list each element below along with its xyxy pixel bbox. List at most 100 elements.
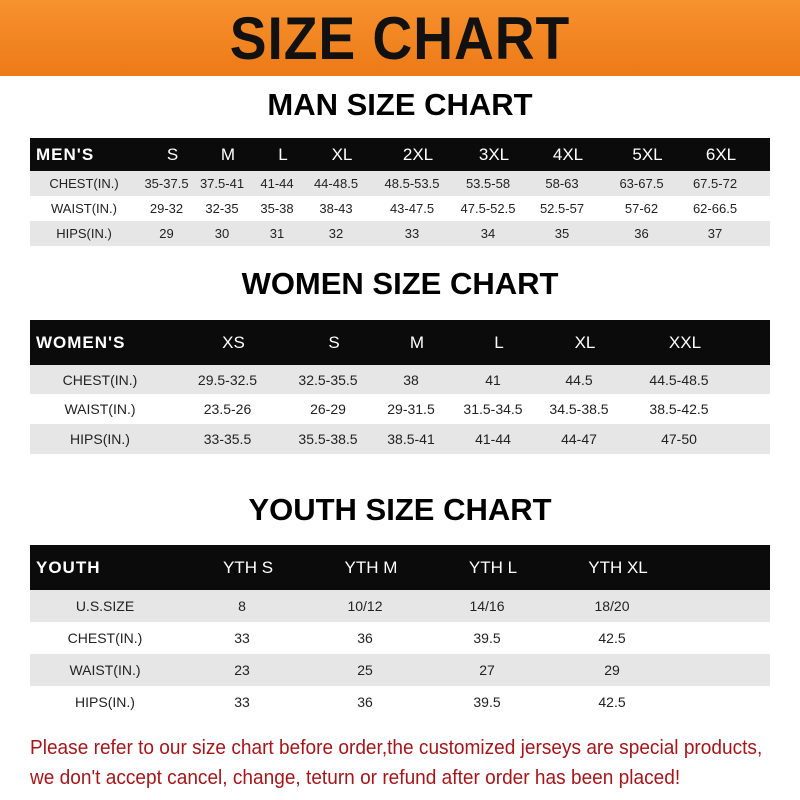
table-row: CHEST(IN.) 35-37.5 37.5-41 41-44 44-48.5 48.5…	[30, 171, 770, 196]
header-row: YOUTH YTH S YTH M YTH L YTH XL	[30, 545, 770, 590]
table-cell: 42.5	[598, 694, 626, 710]
table-cell: 38	[403, 371, 419, 388]
table-cell: 36	[357, 630, 373, 646]
table-cell: 10/12	[347, 598, 383, 614]
banner: SIZE CHART	[0, 0, 800, 76]
row-label: HIPS(IN.)	[70, 431, 130, 447]
size-header: 5XL	[632, 144, 663, 164]
table-cell: 52.5-57	[539, 201, 585, 216]
table-cell: 38-43	[319, 201, 353, 216]
table-row: U.S.SIZE 8 10/12 14/16 18/20	[30, 590, 770, 622]
table-cell: 29-32	[149, 201, 184, 216]
table-cell: 47.5-52.5	[460, 201, 516, 216]
table-cell: 36	[357, 694, 373, 710]
size-header: YTH S	[222, 557, 274, 577]
size-header: 4XL	[552, 144, 584, 164]
row-label: U.S.SIZE	[75, 598, 135, 614]
table-cell: 32.5-35.5	[298, 371, 358, 388]
table-cell: 44.5	[565, 371, 593, 388]
table-cell: 62-66.5	[692, 201, 738, 216]
table-cell: 23	[234, 662, 250, 678]
row-label: WAIST(IN.)	[51, 201, 117, 216]
size-header: XS	[222, 332, 245, 352]
row-label: HIPS(IN.)	[56, 226, 112, 241]
table-cell: 36	[634, 226, 649, 241]
table-cell: 47-50	[661, 431, 697, 447]
table-row: CHEST(IN.) 33 36 39.5 42.5	[30, 622, 770, 654]
table-cell: 31	[269, 226, 285, 241]
table-cell: 34	[480, 226, 496, 241]
table-cell: 33	[404, 226, 420, 241]
table-cell: 41	[485, 371, 501, 388]
row-label: CHEST(IN.)	[62, 371, 138, 388]
table-cell: 8	[238, 598, 246, 614]
table-cell: 18/20	[594, 598, 630, 614]
table-cell: 67.5-72	[692, 176, 738, 191]
size-header: YTH XL	[588, 557, 648, 577]
table-cell: 29.5-32.5	[197, 371, 258, 388]
table-row: CHEST(IN.) 29.5-32.5 32.5-35.5 38 41 44.5 44.5…	[30, 365, 770, 394]
size-header: M	[220, 144, 236, 164]
row-label: CHEST(IN.)	[67, 630, 143, 646]
table-cell: 58-63	[545, 176, 579, 191]
table-row: WAIST(IN.) 23.5-26 26-29 29-31.5 31.5-34.5 34…	[30, 394, 770, 424]
men-size-table: MEN'S S M L XL 2XL 3XL 4XL 5XL 6XL CHEST(IN.) 35-37…	[30, 138, 770, 246]
table-cell: 41-44	[260, 176, 294, 191]
size-header: YTH L	[468, 557, 518, 577]
size-header: YTH M	[344, 557, 398, 577]
table-cell: 44.5-48.5	[649, 371, 709, 388]
size-header: XXL	[668, 332, 702, 352]
size-header: XL	[574, 332, 596, 352]
table-cell: 29	[604, 662, 620, 678]
table-cell: 32	[328, 226, 344, 241]
table-cell: 25	[357, 662, 373, 678]
table-cell: 26-29	[310, 401, 346, 417]
table-row: HIPS(IN.) 33-35.5 35.5-38.5 38.5-41 41-44 44-…	[30, 424, 770, 454]
table-cell: 37	[707, 226, 723, 241]
table-cell: 27	[479, 662, 495, 678]
table-row: HIPS(IN.) 29 30 31 32 33 34 35 36 37	[30, 221, 770, 246]
table-cell: 35	[554, 226, 570, 241]
order-notice: Please refer to our size chart before or…	[30, 733, 793, 793]
table-cell: 23.5-26	[203, 401, 252, 417]
youth-size-table: YOUTH YTH S YTH M YTH L YTH XL U.S.SIZE 8 10/12…	[30, 545, 770, 718]
table-cell: 31.5-34.5	[463, 401, 523, 417]
youth-title: YOUTH SIZE CHART	[248, 492, 552, 527]
table-cell: 39.5	[473, 630, 501, 646]
table-cell: 35-37.5	[144, 176, 189, 191]
size-header: 2XL	[402, 144, 434, 164]
table-cell: 29-31.5	[387, 401, 435, 417]
table-title-cell: WOMEN'S	[36, 332, 126, 352]
table-cell: 35.5-38.5	[298, 431, 358, 447]
table-row: HIPS(IN.) 33 36 39.5 42.5	[30, 686, 770, 718]
table-cell: 30	[214, 226, 230, 241]
header-row: MEN'S S M L XL 2XL 3XL 4XL 5XL 6XL	[30, 138, 770, 171]
size-header: S	[166, 144, 179, 164]
table-cell: 44-48.5	[313, 176, 359, 191]
row-label: WAIST(IN.)	[64, 401, 136, 417]
women-size-table: WOMEN'S XS S M L XL XXL CHEST(IN.) 29.5-32.5 32.5…	[30, 320, 770, 454]
row-label: WAIST(IN.)	[69, 662, 141, 678]
table-cell: 39.5	[473, 694, 501, 710]
table-cell: 33-35.5	[203, 431, 252, 447]
table-cell: 63-67.5	[619, 176, 664, 191]
size-header: L	[278, 144, 288, 164]
size-header: S	[328, 332, 340, 352]
table-row: WAIST(IN.) 23 25 27 29	[30, 654, 770, 686]
size-header: L	[494, 332, 504, 352]
row-label: CHEST(IN.)	[49, 176, 119, 191]
table-cell: 33	[234, 694, 250, 710]
table-cell: 34.5-38.5	[549, 401, 609, 417]
header-row: WOMEN'S XS S M L XL XXL	[30, 320, 770, 365]
table-title-cell: YOUTH	[36, 557, 101, 577]
table-cell: 43-47.5	[389, 201, 435, 216]
size-header: 3XL	[478, 144, 510, 164]
table-cell: 42.5	[598, 630, 626, 646]
table-cell: 14/16	[469, 598, 505, 614]
row-label: HIPS(IN.)	[75, 694, 135, 710]
size-header: XL	[331, 144, 353, 164]
table-cell: 37.5-41	[199, 176, 245, 191]
table-title-cell: MEN'S	[36, 144, 95, 164]
table-cell: 41-44	[475, 431, 511, 447]
table-cell: 38.5-42.5	[649, 401, 709, 417]
